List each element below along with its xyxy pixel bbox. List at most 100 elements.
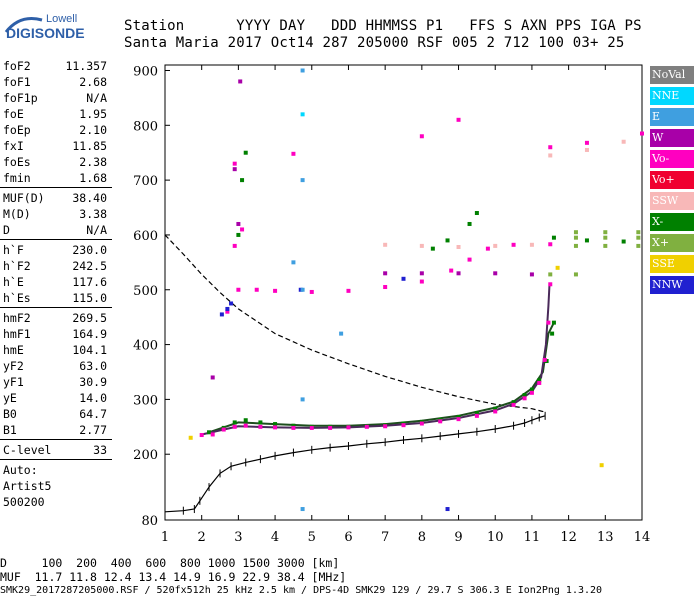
data-point-x- (636, 243, 641, 248)
data-point-x- (548, 272, 553, 277)
legend-item-sse: SSE (650, 255, 694, 273)
data-point-x- (529, 387, 534, 392)
param-row: hmE 104.1 (0, 342, 112, 358)
param-value: N/A (86, 91, 107, 105)
data-point-vo- (467, 257, 472, 262)
data-point-vo- (364, 424, 369, 429)
data-point-ssw (419, 243, 424, 248)
legend-item-vo-: Vo- (650, 150, 694, 168)
legend: NoVal NNE E W Vo- Vo+ SSW X- X+ SSE NNW (650, 66, 694, 297)
param-row: D N/A (0, 222, 112, 238)
y-tick-label: 800 (133, 119, 158, 134)
param-value: 104.1 (72, 343, 107, 357)
param-value: 11.357 (65, 59, 107, 73)
data-point-x- (573, 243, 578, 248)
data-point-vo- (511, 402, 516, 407)
data-point-ssw (456, 245, 461, 249)
param-value: 1.95 (79, 107, 107, 121)
data-point-x- (621, 239, 626, 244)
data-point-x- (467, 221, 472, 226)
param-value: 1.68 (79, 171, 107, 185)
data-point-x- (573, 272, 578, 277)
x-tick-label: 4 (271, 530, 279, 545)
data-point-w (419, 271, 424, 276)
data-point-w (232, 167, 237, 172)
data-point-x- (243, 418, 248, 423)
param-value: 38.40 (72, 191, 107, 205)
data-point-e (339, 331, 344, 336)
param-label: h`Es (3, 291, 31, 305)
data-point-nnw (225, 306, 230, 311)
data-point-x- (511, 400, 516, 405)
header-params-label: FFS S AXN PPS IGA PS (469, 18, 642, 34)
data-point-vo- (309, 425, 314, 430)
param-row: foF1p N/A (0, 90, 112, 106)
autoscaling-line: Auto: (3, 463, 38, 477)
y-tick-label: 200 (133, 448, 158, 463)
data-point-vo- (419, 134, 424, 139)
data-point-e (291, 260, 296, 265)
param-value: 2.10 (79, 123, 107, 137)
data-point-vo- (383, 424, 388, 429)
data-point-ssw (493, 243, 498, 248)
header-row-2: Santa Maria 2017 Oct14 287 205000 RSF 00… (124, 35, 625, 51)
data-point-vo- (449, 268, 454, 273)
data-point-vo- (419, 421, 424, 426)
data-point-w (238, 79, 243, 84)
param-row: yE 14.0 (0, 390, 112, 406)
y-tick-label: 900 (133, 64, 158, 79)
data-point-vo- (383, 285, 388, 290)
param-label: foF1p (3, 91, 38, 105)
data-point-x- (291, 423, 296, 428)
param-value: 30.9 (79, 375, 107, 389)
param-row: M(D) 3.38 (0, 206, 112, 222)
bottom-info: D 100 200 400 600 800 1000 1500 3000 [km… (0, 556, 602, 598)
legend-item-ssw: SSW (650, 192, 694, 210)
x-tick-label: 13 (597, 530, 614, 545)
data-point-vo- (511, 242, 516, 247)
x-tick-label: 3 (234, 530, 242, 545)
param-label: foF1 (3, 75, 31, 89)
data-point-nnw (445, 507, 450, 512)
legend-item-x-: X+ (650, 234, 694, 252)
data-point-vo- (493, 409, 498, 414)
data-point-x- (551, 235, 556, 240)
data-point-vo- (236, 287, 241, 292)
o-trace-line (201, 284, 551, 436)
data-point-x- (430, 246, 435, 251)
param-value: 269.5 (72, 311, 107, 325)
param-value: 2.77 (79, 423, 107, 437)
data-point-x- (573, 230, 578, 235)
distance-row: D 100 200 400 600 800 1000 1500 3000 [km… (0, 556, 340, 570)
data-point-x- (603, 235, 608, 240)
data-point-x- (273, 422, 278, 427)
param-label: yF2 (3, 359, 24, 373)
data-point-w (493, 271, 498, 276)
param-label: hmE (3, 343, 24, 357)
data-point-vo- (328, 425, 333, 430)
x-tick-label: 6 (344, 530, 352, 545)
data-point-vo- (548, 145, 553, 150)
data-point-sse (599, 463, 604, 468)
data-point-vo- (291, 425, 296, 430)
data-point-vo- (456, 417, 461, 422)
data-point-x- (236, 232, 241, 237)
x-tick-label: 14 (634, 530, 651, 545)
data-point-sse (555, 265, 560, 270)
file-info-row: SMK29_2017287205000.RSF / 520fx512h 25 k… (0, 585, 603, 596)
param-label: yE (3, 391, 17, 405)
data-point-vo- (485, 246, 490, 251)
param-row: foF1 2.68 (0, 74, 112, 90)
data-point-vo- (548, 242, 553, 247)
separator (0, 187, 112, 188)
param-value: 33 (93, 443, 107, 457)
legend-item-nnw: NNW (650, 276, 694, 294)
param-label: foF2 (3, 59, 31, 73)
muf-row: MUF 11.7 11.8 12.4 13.4 14.9 16.9 22.9 3… (0, 570, 347, 584)
legend-item-nne: NNE (650, 87, 694, 105)
x-tick-label: 9 (454, 530, 462, 545)
param-row: h`E 117.6 (0, 274, 112, 290)
param-row: foE 1.95 (0, 106, 112, 122)
data-point-vo- (199, 433, 204, 438)
x-tick-label: 12 (560, 530, 577, 545)
